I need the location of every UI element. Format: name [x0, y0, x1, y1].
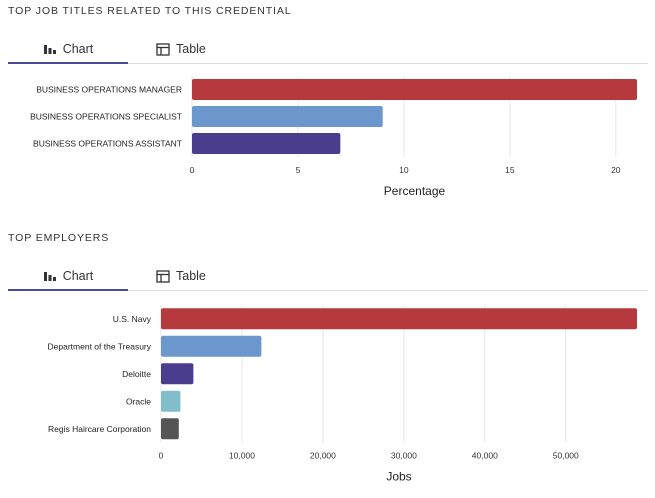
employers-section: TOP EMPLOYERS Chart Table 0 10,000 20,000 3… — [0, 228, 655, 490]
bar[interactable] — [161, 335, 262, 357]
x-tick-label: 10,000 — [229, 451, 255, 461]
bar[interactable] — [161, 390, 181, 412]
job-titles-chart: 0 5 10 15 20 BUSINESS OPERATIONS MANAGER BUSIN… — [30, 76, 637, 198]
tab-bar: Chart Table — [8, 35, 648, 64]
table-icon — [156, 269, 170, 283]
job-titles-section: TOP JOB TITLES RELATED TO THIS CREDENTIA… — [0, 0, 655, 230]
x-tick-label: 5 — [296, 165, 301, 175]
category-label: Deloitte — [122, 369, 151, 379]
bar[interactable] — [161, 308, 637, 330]
x-axis-label: Percentage — [384, 184, 446, 198]
bar-chart-icon — [43, 45, 56, 54]
x-tick-label: 0 — [159, 451, 164, 461]
bar[interactable] — [192, 133, 341, 154]
tab-chart[interactable]: Chart — [8, 35, 128, 64]
section-title: TOP JOB TITLES RELATED TO THIS CREDENTIA… — [8, 5, 292, 17]
category-label: BUSINESS OPERATIONS SPECIALIST — [30, 112, 182, 122]
bar[interactable] — [192, 106, 383, 127]
tab-chart[interactable]: Chart — [8, 262, 128, 291]
tab-table-label: Table — [176, 269, 206, 283]
x-tick-label: 20 — [611, 165, 621, 175]
category-label: BUSINESS OPERATIONS ASSISTANT — [33, 139, 182, 149]
category-label: BUSINESS OPERATIONS MANAGER — [36, 85, 182, 95]
bar[interactable] — [192, 79, 637, 100]
section-title: TOP EMPLOYERS — [8, 232, 110, 244]
x-tick-label: 10 — [399, 165, 409, 175]
x-tick-label: 40,000 — [472, 451, 498, 461]
tab-table[interactable]: Table — [156, 35, 266, 63]
x-tick-label: 0 — [190, 165, 195, 175]
x-tick-label: 20,000 — [310, 451, 336, 461]
tab-table-label: Table — [176, 42, 206, 56]
x-tick-label: 50,000 — [553, 451, 579, 461]
x-axis-label: Jobs — [386, 470, 411, 484]
bar[interactable] — [161, 363, 194, 385]
category-label: Oracle — [126, 396, 151, 406]
bar[interactable] — [161, 418, 179, 440]
tab-table[interactable]: Table — [156, 262, 266, 290]
category-label: Regis Haircare Corporation — [48, 424, 151, 434]
tab-chart-label: Chart — [62, 41, 94, 56]
table-icon — [156, 42, 170, 56]
x-tick-label: 15 — [505, 165, 515, 175]
category-label: Department of the Treasury — [48, 341, 152, 351]
tab-chart-label: Chart — [62, 268, 94, 283]
tab-bar: Chart Table — [8, 262, 648, 291]
x-tick-label: 30,000 — [391, 451, 417, 461]
category-label: U.S. Navy — [113, 314, 152, 324]
bar-chart-icon — [43, 272, 56, 281]
employers-chart: 0 10,000 20,000 30,000 40,000 50,000 U.S. Navy… — [48, 305, 637, 484]
